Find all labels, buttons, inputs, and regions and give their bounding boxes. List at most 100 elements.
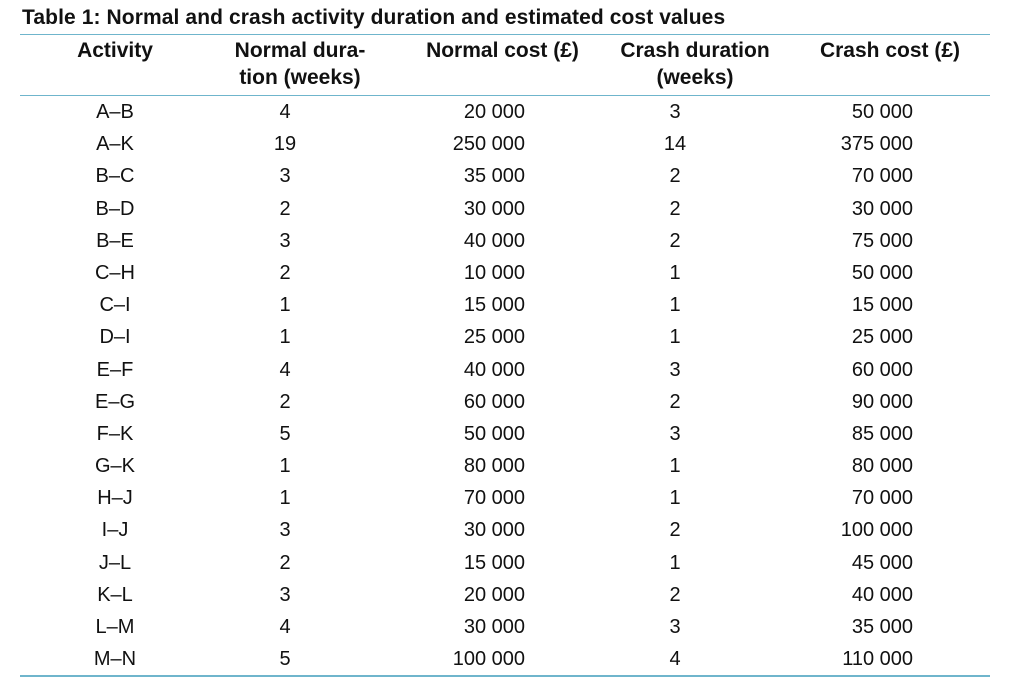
cell-normal-duration: 2 bbox=[279, 261, 291, 284]
cell-normal-cost: 60 000 bbox=[463, 390, 525, 413]
cell-crash-cost: 70 000 bbox=[851, 165, 913, 188]
cell-normal-duration: 1 bbox=[279, 326, 291, 349]
cell-crash-cost: 80 000 bbox=[851, 455, 913, 478]
header-crash-duration-line2: (weeks) bbox=[656, 66, 734, 89]
cell-activity: B–E bbox=[96, 229, 134, 252]
cell-crash-cost: 110 000 bbox=[842, 648, 913, 671]
cell-activity: F–K bbox=[96, 422, 134, 445]
cell-normal-cost: 250 000 bbox=[452, 133, 525, 156]
cell-normal-cost: 40 000 bbox=[463, 229, 525, 252]
table-row: A–K 19 250 000 14 375 000 bbox=[0, 128, 1024, 160]
cell-normal-duration: 3 bbox=[279, 229, 291, 252]
cell-normal-duration: 5 bbox=[279, 422, 291, 445]
header-normal-duration-line1: Normal dura- bbox=[234, 39, 366, 62]
cell-crash-duration: 3 bbox=[669, 101, 681, 123]
cell-activity: D–I bbox=[99, 326, 131, 349]
table-row: L–M 4 30 000 3 35 000 bbox=[0, 611, 1024, 643]
cell-normal-duration: 19 bbox=[273, 133, 297, 156]
cell-normal-duration: 5 bbox=[279, 648, 291, 671]
header-crash-cost: Crash cost (£) bbox=[800, 37, 980, 64]
cell-crash-cost: 25 000 bbox=[851, 326, 913, 349]
table-row: C–H 2 10 000 1 50 000 bbox=[0, 257, 1024, 289]
cell-crash-cost: 45 000 bbox=[851, 551, 913, 574]
cell-normal-cost: 10 000 bbox=[463, 261, 525, 284]
cell-normal-duration: 3 bbox=[279, 165, 291, 188]
cell-crash-duration: 4 bbox=[669, 648, 681, 671]
cell-crash-cost: 90 000 bbox=[851, 390, 913, 413]
cell-activity: G–K bbox=[94, 455, 136, 478]
table-row: F–K 5 50 000 3 85 000 bbox=[0, 418, 1024, 450]
cell-activity: I–J bbox=[101, 519, 129, 542]
header-normal-cost-label: Normal cost (£) bbox=[426, 39, 579, 62]
cell-crash-duration: 14 bbox=[663, 133, 687, 156]
cell-crash-cost: 85 000 bbox=[851, 422, 913, 445]
cell-crash-duration: 2 bbox=[669, 165, 681, 188]
cell-crash-duration: 2 bbox=[669, 229, 681, 252]
cell-crash-cost: 375 000 bbox=[840, 133, 913, 156]
header-normal-duration-line2: tion (weeks) bbox=[239, 66, 361, 89]
cell-crash-duration: 3 bbox=[669, 358, 681, 381]
table-top-rule bbox=[20, 34, 990, 35]
cell-normal-duration: 2 bbox=[279, 390, 291, 413]
cell-normal-duration: 2 bbox=[279, 197, 291, 220]
table-row: H–J 1 70 000 1 70 000 bbox=[0, 482, 1024, 514]
table-header-rule bbox=[20, 95, 990, 96]
cell-normal-duration: 4 bbox=[279, 616, 291, 638]
cell-normal-duration: 4 bbox=[279, 101, 291, 123]
header-crash-duration-line1: Crash duration bbox=[620, 39, 770, 62]
cell-normal-duration: 2 bbox=[279, 551, 291, 574]
cell-normal-duration: 1 bbox=[279, 455, 291, 478]
cell-normal-cost: 30 000 bbox=[463, 616, 525, 638]
cell-normal-duration: 1 bbox=[279, 487, 291, 510]
header-crash-duration: Crash duration (weeks) bbox=[600, 37, 790, 91]
table-row: D–I 1 25 000 1 25 000 bbox=[0, 321, 1024, 353]
cell-activity: B–C bbox=[95, 165, 135, 188]
cell-crash-cost: 35 000 bbox=[851, 616, 913, 638]
table-row: E–G 2 60 000 2 90 000 bbox=[0, 386, 1024, 418]
cell-normal-duration: 1 bbox=[279, 294, 291, 317]
cell-activity: E–G bbox=[94, 390, 136, 413]
cell-activity: A–B bbox=[96, 101, 134, 123]
table-row: J–L 2 15 000 1 45 000 bbox=[0, 547, 1024, 579]
table-row: K–L 3 20 000 2 40 000 bbox=[0, 579, 1024, 611]
cell-crash-duration: 2 bbox=[669, 583, 681, 606]
cell-normal-cost: 15 000 bbox=[463, 551, 525, 574]
cell-normal-cost: 20 000 bbox=[463, 101, 525, 123]
cell-activity: A–K bbox=[96, 133, 134, 156]
cell-normal-cost: 70 000 bbox=[463, 487, 525, 510]
table-row: I–J 3 30 000 2 100 000 bbox=[0, 514, 1024, 546]
table-caption: Table 1: Normal and crash activity durat… bbox=[22, 6, 726, 29]
cell-crash-cost: 50 000 bbox=[851, 261, 913, 284]
cell-activity: J–L bbox=[98, 551, 132, 574]
cell-normal-cost: 50 000 bbox=[463, 422, 525, 445]
cell-crash-cost: 60 000 bbox=[851, 358, 913, 381]
cell-crash-duration: 1 bbox=[669, 294, 681, 317]
cell-crash-cost: 70 000 bbox=[851, 487, 913, 510]
table-body: A–B 4 20 000 3 50 000 A–K 19 250 000 14 … bbox=[0, 96, 1024, 675]
cell-crash-duration: 3 bbox=[669, 616, 681, 638]
cell-normal-cost: 100 000 bbox=[452, 648, 525, 671]
cell-normal-cost: 20 000 bbox=[463, 583, 525, 606]
header-normal-duration: Normal dura- tion (weeks) bbox=[215, 37, 385, 91]
table-row: E–F 4 40 000 3 60 000 bbox=[0, 354, 1024, 386]
cell-normal-cost: 35 000 bbox=[463, 165, 525, 188]
cell-activity: K–L bbox=[97, 583, 133, 606]
cell-normal-duration: 3 bbox=[279, 583, 291, 606]
cell-crash-duration: 1 bbox=[669, 326, 681, 349]
cell-normal-cost: 15 000 bbox=[463, 294, 525, 317]
table-row: B–E 3 40 000 2 75 000 bbox=[0, 225, 1024, 257]
cell-crash-duration: 1 bbox=[669, 551, 681, 574]
table-bottom-rule bbox=[20, 675, 990, 677]
cell-normal-cost: 25 000 bbox=[463, 326, 525, 349]
header-normal-cost: Normal cost (£) bbox=[405, 37, 600, 64]
header-activity-label: Activity bbox=[77, 39, 153, 62]
cell-activity: C–I bbox=[99, 294, 131, 317]
cell-normal-duration: 3 bbox=[279, 519, 291, 542]
cell-normal-cost: 30 000 bbox=[463, 197, 525, 220]
cell-activity: E–F bbox=[96, 358, 134, 381]
cell-crash-cost: 100 000 bbox=[840, 519, 913, 542]
cell-normal-duration: 4 bbox=[279, 358, 291, 381]
cell-normal-cost: 80 000 bbox=[463, 455, 525, 478]
table-row: B–C 3 35 000 2 70 000 bbox=[0, 160, 1024, 192]
table-row: A–B 4 20 000 3 50 000 bbox=[0, 96, 1024, 128]
